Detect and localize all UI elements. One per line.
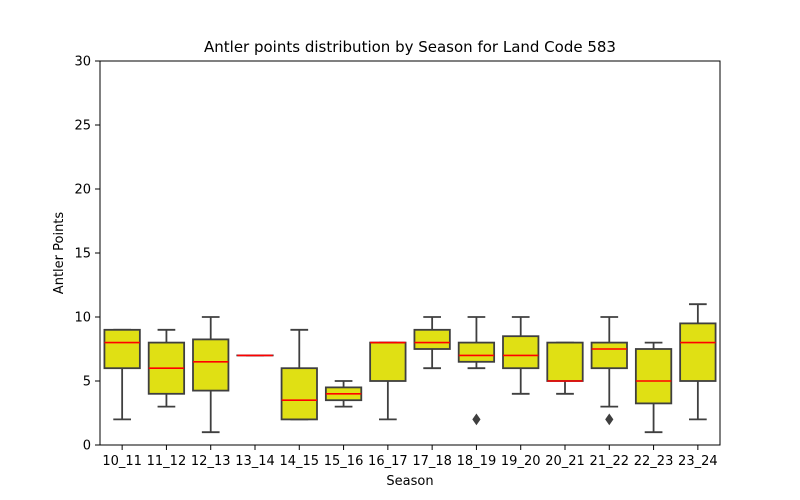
x-tick-label: 11_12 bbox=[147, 454, 187, 469]
outlier-point bbox=[472, 413, 481, 426]
outlier-point bbox=[605, 413, 614, 426]
box-23_24 bbox=[679, 322, 717, 382]
plot-frame bbox=[99, 60, 721, 446]
box-20_21 bbox=[546, 341, 584, 382]
box-10_11 bbox=[103, 328, 141, 370]
y-tick-label: 5 bbox=[83, 375, 91, 390]
x-tick-label: 21_22 bbox=[589, 454, 629, 469]
x-tick-label: 15_16 bbox=[324, 454, 364, 469]
y-tick-label: 0 bbox=[83, 439, 91, 454]
x-tick-label: 12_13 bbox=[191, 454, 231, 469]
box-16_17 bbox=[369, 341, 407, 382]
y-tick-label: 20 bbox=[74, 183, 91, 198]
x-axis-label: Season bbox=[386, 474, 433, 489]
x-tick-label: 23_24 bbox=[678, 454, 718, 469]
x-tick-label: 18_19 bbox=[457, 454, 497, 469]
x-tick-label: 14_15 bbox=[279, 454, 319, 469]
plot-area: 0 5 10 15 20 25 30 10_11 11_12 12_13 13_14 14_15 15_… bbox=[74, 55, 721, 469]
box-18_19 bbox=[457, 341, 496, 363]
box-21_22 bbox=[590, 341, 628, 370]
x-tick-label: 10_11 bbox=[102, 454, 142, 469]
y-tick-label: 25 bbox=[74, 119, 91, 134]
box-14_15 bbox=[280, 367, 318, 421]
x-tick-label: 16_17 bbox=[368, 454, 408, 469]
x-tick-label: 22_23 bbox=[634, 454, 674, 469]
box-19_20 bbox=[502, 335, 540, 370]
box-17_18 bbox=[413, 328, 451, 350]
x-tick-label: 13_14 bbox=[235, 454, 275, 469]
x-tick-label: 17_18 bbox=[412, 454, 452, 469]
chart-title: Antler points distribution by Season for… bbox=[204, 38, 616, 56]
x-tick-label: 19_20 bbox=[501, 454, 541, 469]
y-tick-label: 30 bbox=[74, 55, 91, 70]
x-tick-label: 20_21 bbox=[545, 454, 585, 469]
y-tick-label: 15 bbox=[74, 247, 91, 262]
box-12_13 bbox=[192, 338, 230, 392]
box-22_23 bbox=[634, 348, 673, 405]
y-tick-label: 10 bbox=[74, 311, 91, 326]
y-axis-label: Antler Points bbox=[52, 212, 67, 295]
